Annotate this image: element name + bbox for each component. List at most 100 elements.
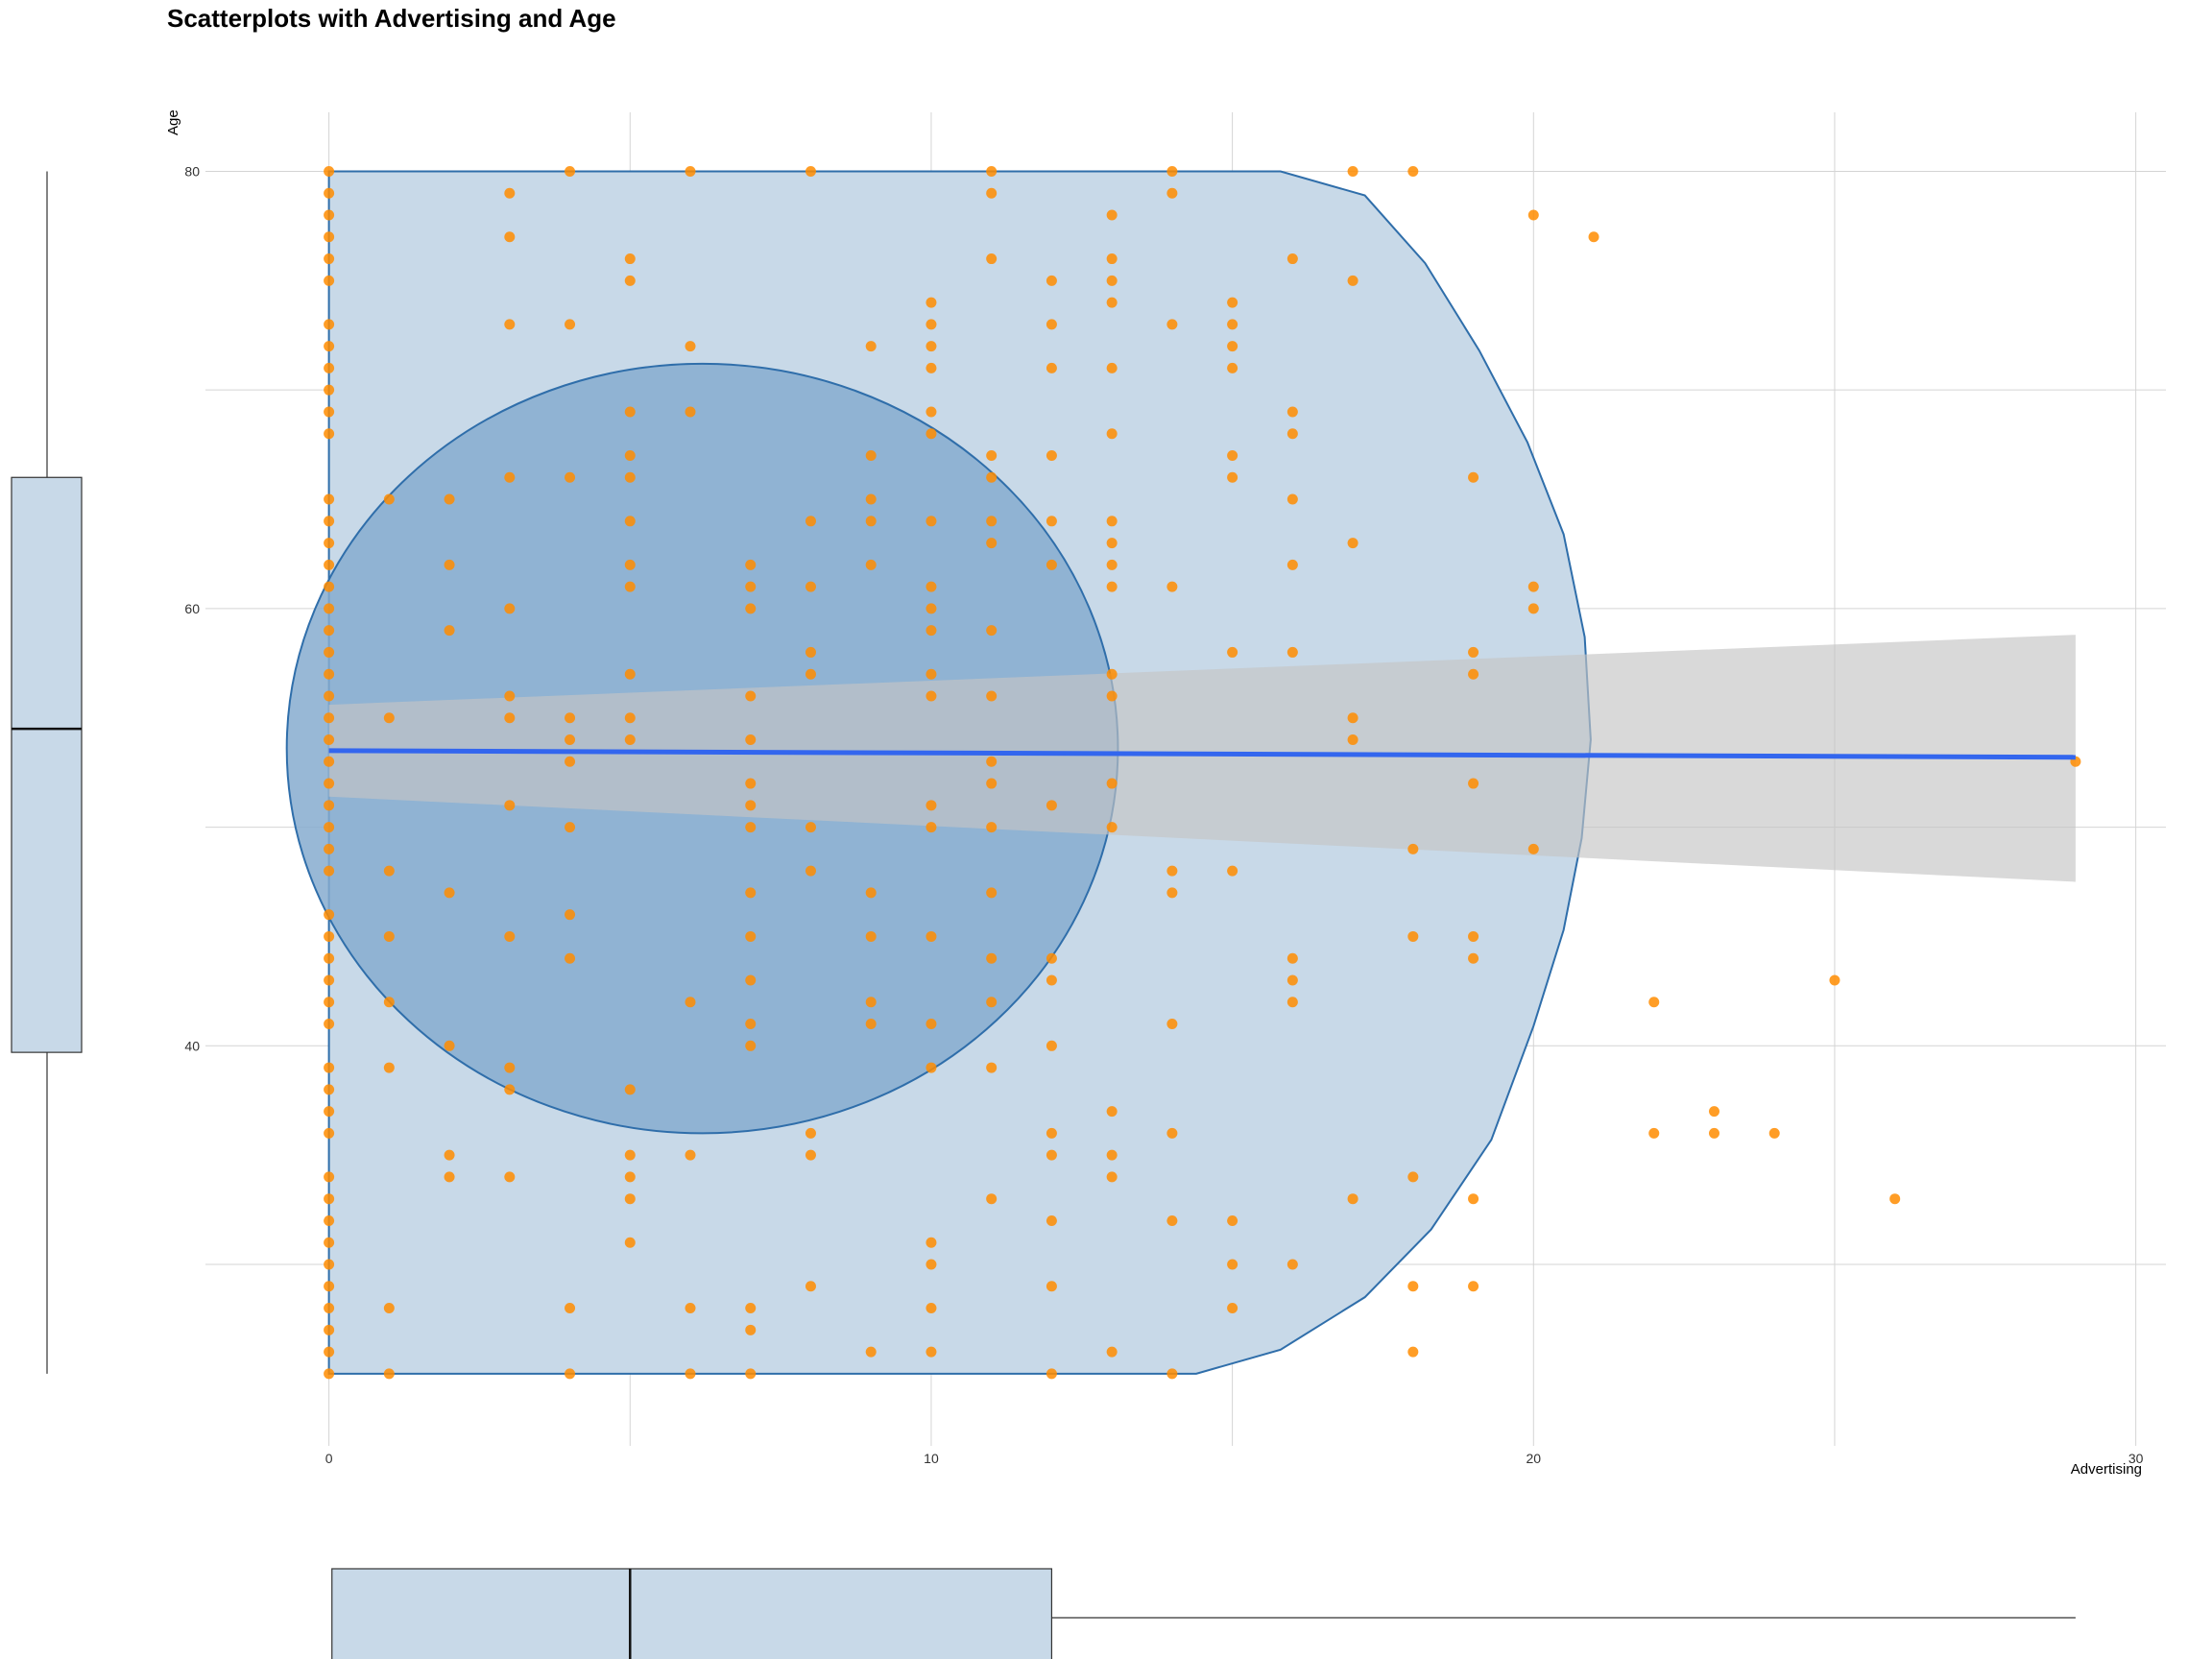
data-point [1166,165,1178,177]
data-point [805,668,816,680]
data-point [926,690,937,702]
data-point [324,974,335,986]
data-point [624,581,636,592]
data-point [1166,1019,1178,1030]
data-point [504,712,516,724]
data-point [1227,865,1238,877]
data-point [1046,1281,1057,1292]
data-point [324,362,335,373]
chart-title: Scatterplots with Advertising and Age [167,4,616,33]
data-point [805,1127,816,1139]
data-point [745,1303,757,1314]
data-point [324,778,335,789]
data-point [565,1303,576,1314]
data-point [324,865,335,877]
data-point [324,734,335,746]
data-point [685,341,696,352]
data-point [324,516,335,527]
data-point [745,930,757,942]
data-point [444,887,455,899]
confidence-band-layer [328,635,2076,882]
data-point [504,187,516,199]
data-point [1166,1214,1178,1226]
data-point [1468,646,1479,658]
data-point [324,909,335,921]
data-point [1106,428,1118,440]
data-point [926,822,937,833]
data-point [1046,275,1057,286]
data-point [926,668,937,680]
data-point [565,471,576,483]
data-point [1046,449,1057,461]
data-point [324,187,335,199]
data-point [865,493,877,505]
data-point [1648,997,1660,1008]
data-point [324,1106,335,1118]
data-point [324,668,335,680]
data-point [926,625,937,637]
data-point [1407,843,1419,854]
data-point [1227,1259,1238,1270]
data-point [383,493,395,505]
data-point [745,778,757,789]
data-point [1106,1106,1118,1118]
data-point [865,930,877,942]
data-point [324,384,335,396]
data-point [865,1019,877,1030]
data-point [1708,1127,1719,1139]
data-point [986,756,998,767]
ticks-layer: 0 10 20 30 40 60 80 [184,163,2143,1466]
data-point [986,187,998,199]
data-point [324,1214,335,1226]
x-tick-label: 0 [325,1451,333,1466]
data-point [926,1019,937,1030]
data-point [926,297,937,308]
x-tick-label: 10 [924,1451,939,1466]
data-point [1106,1171,1118,1183]
data-point [1166,887,1178,899]
data-point [1106,822,1118,833]
data-point [805,516,816,527]
x-tick-label: 30 [2128,1451,2144,1466]
data-point [1166,581,1178,592]
data-point [1468,930,1479,942]
data-point [324,538,335,549]
data-point [745,1040,757,1051]
data-point [1286,559,1298,570]
data-point [624,471,636,483]
data-point [383,865,395,877]
data-point [1106,209,1118,221]
data-point [1046,1040,1057,1051]
data-point [1046,319,1057,330]
data-point [324,1237,335,1248]
data-point [926,603,937,614]
data-point [624,516,636,527]
data-point [444,1040,455,1051]
data-point [1889,1193,1901,1205]
data-point [1347,712,1358,724]
points-layer [324,165,2081,1380]
data-point [685,406,696,418]
data-point [1166,1368,1178,1380]
data-point [986,165,998,177]
data-point [865,887,877,899]
data-point [1106,538,1118,549]
data-point [1046,559,1057,570]
data-point [565,1368,576,1380]
data-point [324,1127,335,1139]
data-point [1106,297,1118,308]
data-point [1046,1127,1057,1139]
data-point [444,1171,455,1183]
data-point [383,1303,395,1314]
data-point [865,341,877,352]
marginal-boxplot-advertising [331,1568,2076,1659]
data-point [986,253,998,265]
data-point [986,1062,998,1073]
data-point [865,559,877,570]
data-point [444,625,455,637]
data-point [565,319,576,330]
data-point [1106,253,1118,265]
data-point [805,865,816,877]
data-point [383,1062,395,1073]
data-point [926,319,937,330]
